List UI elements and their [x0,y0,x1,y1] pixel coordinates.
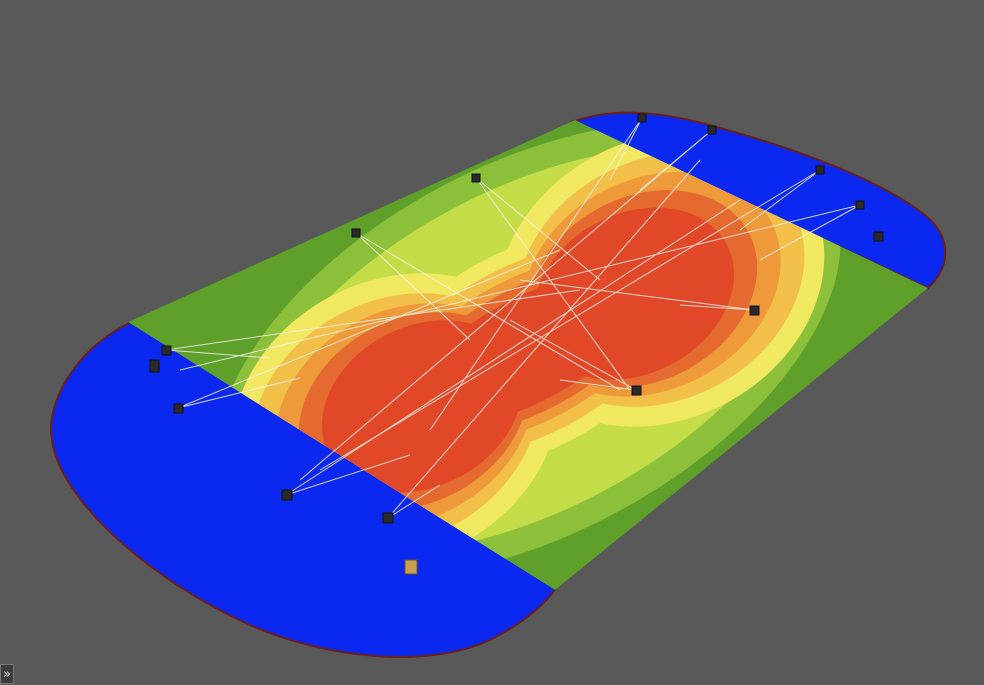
right-stand [569,111,947,290]
camera-box [404,559,418,575]
light-fixtures [149,113,884,524]
expand-button[interactable]: » [0,664,14,684]
heatmap [128,120,928,590]
aiming-lines [165,117,861,519]
